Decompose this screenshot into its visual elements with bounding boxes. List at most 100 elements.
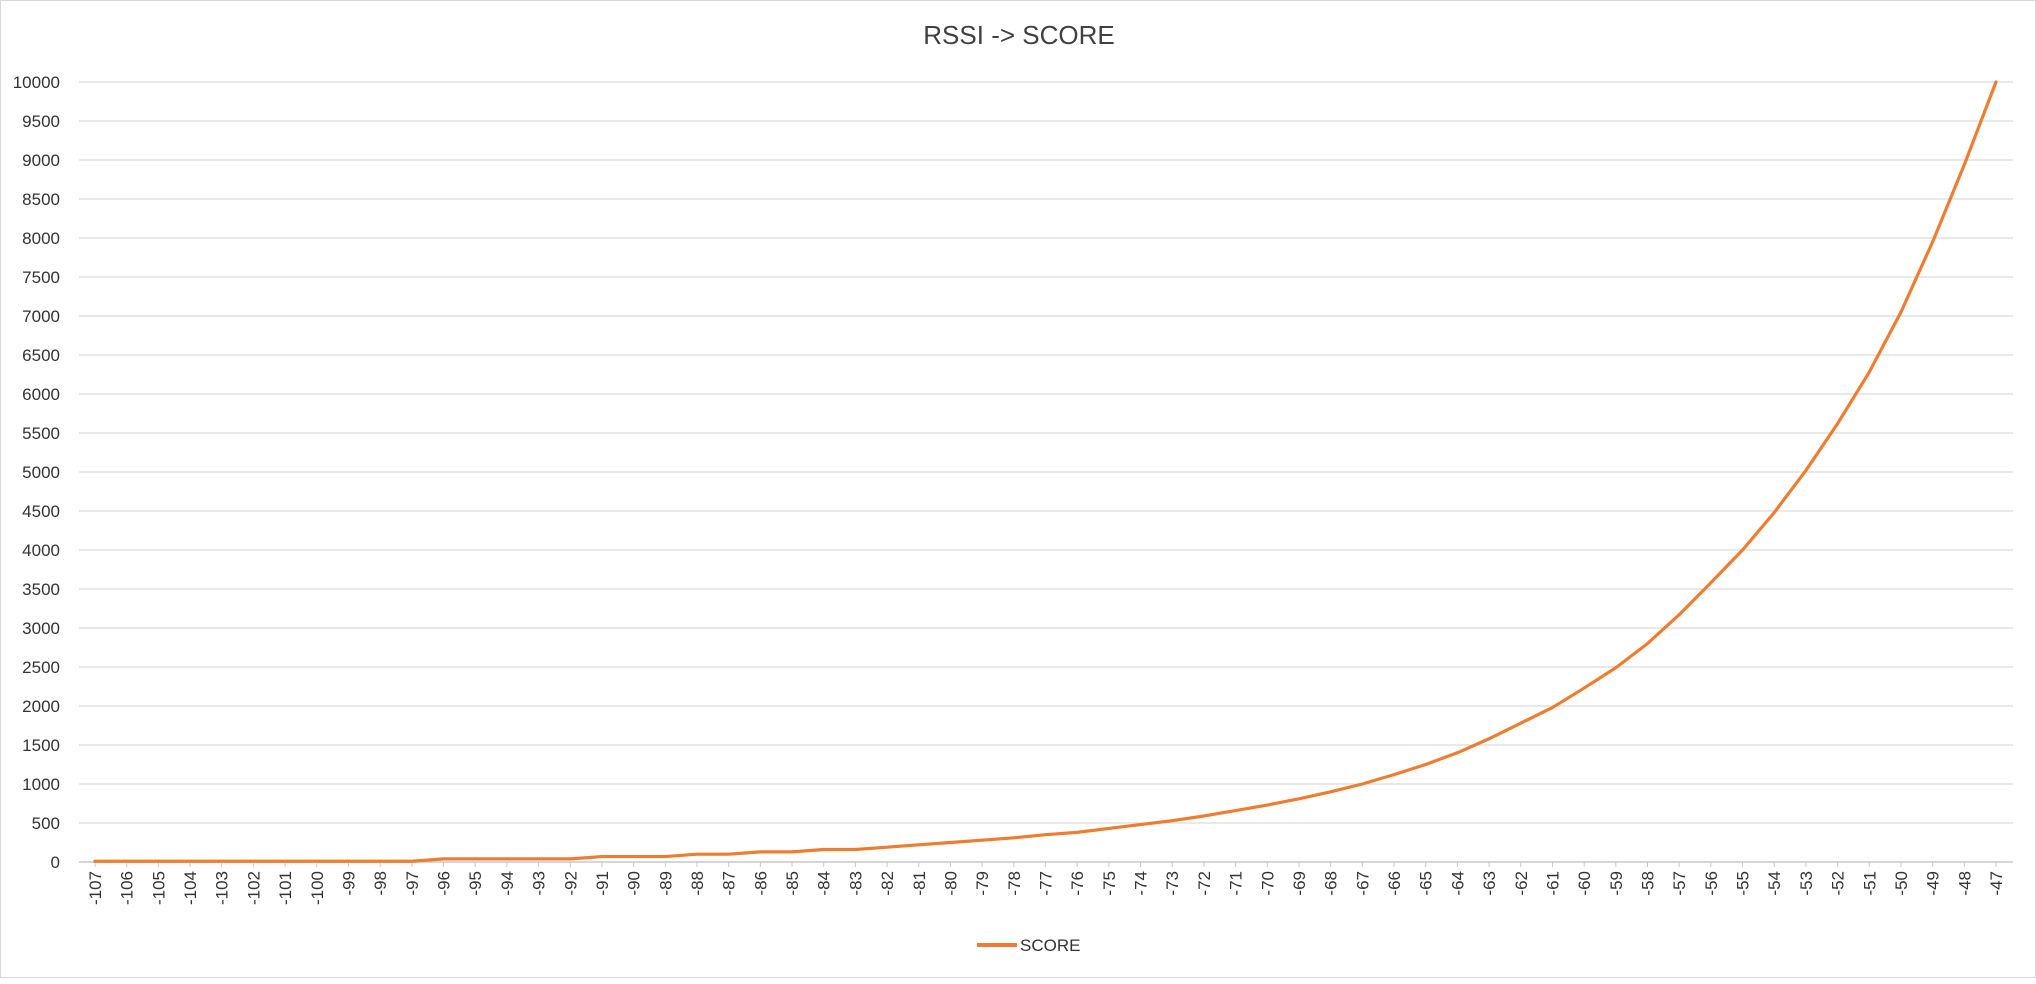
data-point[interactable] bbox=[442, 857, 445, 861]
data-point[interactable] bbox=[1361, 782, 1364, 786]
data-point[interactable] bbox=[1171, 819, 1174, 822]
data-point[interactable] bbox=[1456, 751, 1459, 754]
data-point[interactable] bbox=[1329, 790, 1332, 793]
data-point[interactable] bbox=[1709, 581, 1713, 584]
data-point[interactable] bbox=[1804, 469, 1808, 472]
x-tick-label: -58 bbox=[1638, 871, 1657, 896]
data-point[interactable] bbox=[220, 860, 223, 863]
x-tick-label: -76 bbox=[1068, 871, 1087, 896]
x-tick-label: -94 bbox=[498, 871, 517, 896]
chart-title: RSSI -> SCORE bbox=[923, 20, 1114, 50]
data-point[interactable] bbox=[410, 860, 414, 863]
data-point[interactable] bbox=[727, 853, 730, 856]
data-point[interactable] bbox=[1646, 642, 1649, 645]
data-point[interactable] bbox=[252, 860, 255, 863]
data-point[interactable] bbox=[1075, 831, 1079, 834]
data-point[interactable] bbox=[1139, 823, 1142, 826]
x-tick-label: -99 bbox=[339, 871, 358, 896]
x-axis-ticks: -107 -106 -105 -104 -103 -102 -101 -100 -99 -98 -9… bbox=[86, 862, 2006, 905]
y-tick-label: 500 bbox=[32, 814, 60, 833]
data-point[interactable] bbox=[537, 857, 540, 861]
data-point[interactable] bbox=[1234, 809, 1237, 812]
data-point[interactable] bbox=[1931, 240, 1934, 244]
x-tick-label: -68 bbox=[1322, 871, 1341, 896]
data-point[interactable] bbox=[695, 853, 699, 856]
data-point[interactable] bbox=[1012, 836, 1016, 840]
legend[interactable]: SCORE bbox=[977, 936, 1080, 955]
data-point[interactable] bbox=[93, 860, 97, 863]
x-tick-label: -62 bbox=[1512, 871, 1531, 896]
data-point[interactable] bbox=[1297, 797, 1301, 801]
data-point[interactable] bbox=[854, 848, 857, 851]
x-tick-label: -74 bbox=[1132, 871, 1151, 896]
x-tick-label: -52 bbox=[1829, 871, 1848, 896]
x-tick-label: -95 bbox=[466, 871, 485, 896]
data-point[interactable] bbox=[1868, 370, 1871, 374]
x-tick-label: -77 bbox=[1037, 871, 1056, 896]
data-point[interactable] bbox=[1963, 163, 1966, 166]
data-point[interactable] bbox=[1836, 422, 1839, 425]
data-point[interactable] bbox=[1994, 80, 1998, 84]
data-point[interactable] bbox=[1107, 827, 1111, 830]
y-axis-ticks: 0 500 1000 1500 2000 2500 3000 3500 4000 4500 5000… bbox=[13, 73, 60, 872]
data-point[interactable] bbox=[1773, 511, 1776, 514]
data-point[interactable] bbox=[188, 860, 192, 863]
data-point[interactable] bbox=[1424, 763, 1427, 766]
data-point[interactable] bbox=[1392, 773, 1396, 776]
y-tick-label: 1500 bbox=[22, 736, 60, 755]
data-point[interactable] bbox=[1044, 833, 1047, 836]
x-tick-label: -101 bbox=[276, 871, 295, 905]
x-tick-label: -48 bbox=[1955, 871, 1974, 896]
data-point[interactable] bbox=[1519, 721, 1522, 725]
x-tick-label: -79 bbox=[973, 871, 992, 896]
data-point[interactable] bbox=[474, 857, 477, 861]
data-point[interactable] bbox=[759, 850, 762, 854]
data-point[interactable] bbox=[1582, 686, 1586, 690]
y-tick-label: 7000 bbox=[22, 307, 60, 326]
y-tick-label: 4500 bbox=[22, 502, 60, 521]
data-point[interactable] bbox=[664, 855, 667, 858]
data-point[interactable] bbox=[1677, 613, 1681, 616]
x-tick-label: -64 bbox=[1448, 871, 1467, 896]
data-point[interactable] bbox=[283, 860, 287, 863]
x-tick-label: -89 bbox=[656, 871, 675, 896]
data-point[interactable] bbox=[600, 855, 604, 858]
x-tick-label: -53 bbox=[1797, 871, 1816, 896]
data-point[interactable] bbox=[1202, 814, 1206, 818]
data-point[interactable] bbox=[1266, 803, 1269, 807]
data-point[interactable] bbox=[1614, 666, 1618, 669]
data-point[interactable] bbox=[505, 857, 509, 861]
data-point[interactable] bbox=[378, 860, 382, 863]
x-tick-label: -57 bbox=[1670, 871, 1689, 896]
x-tick-label: -59 bbox=[1607, 871, 1626, 896]
data-point[interactable] bbox=[315, 860, 318, 863]
data-point[interactable] bbox=[885, 845, 889, 849]
data-point[interactable] bbox=[790, 850, 794, 854]
x-tick-label: -106 bbox=[118, 871, 137, 905]
x-tick-label: -87 bbox=[720, 871, 739, 896]
x-tick-label: -51 bbox=[1860, 871, 1879, 896]
data-point[interactable] bbox=[822, 848, 825, 851]
data-point[interactable] bbox=[1551, 706, 1554, 709]
x-tick-label: -84 bbox=[815, 871, 834, 896]
data-point[interactable] bbox=[632, 855, 635, 858]
x-tick-label: -83 bbox=[846, 871, 865, 896]
data-point[interactable] bbox=[917, 843, 920, 847]
data-point[interactable] bbox=[1741, 548, 1744, 552]
x-tick-label: -105 bbox=[149, 871, 168, 905]
data-point[interactable] bbox=[347, 860, 350, 863]
x-tick-label: -56 bbox=[1702, 871, 1721, 896]
x-tick-label: -65 bbox=[1417, 871, 1436, 896]
data-point[interactable] bbox=[980, 838, 984, 842]
data-point[interactable] bbox=[1899, 310, 1903, 314]
data-point[interactable] bbox=[569, 857, 572, 861]
data-point[interactable] bbox=[125, 860, 128, 863]
y-tick-label: 5500 bbox=[22, 424, 60, 443]
x-tick-label: -93 bbox=[530, 871, 549, 896]
x-tick-label: -102 bbox=[244, 871, 263, 905]
data-point[interactable] bbox=[949, 841, 952, 844]
data-point[interactable] bbox=[157, 860, 160, 863]
data-point[interactable] bbox=[1487, 737, 1491, 740]
